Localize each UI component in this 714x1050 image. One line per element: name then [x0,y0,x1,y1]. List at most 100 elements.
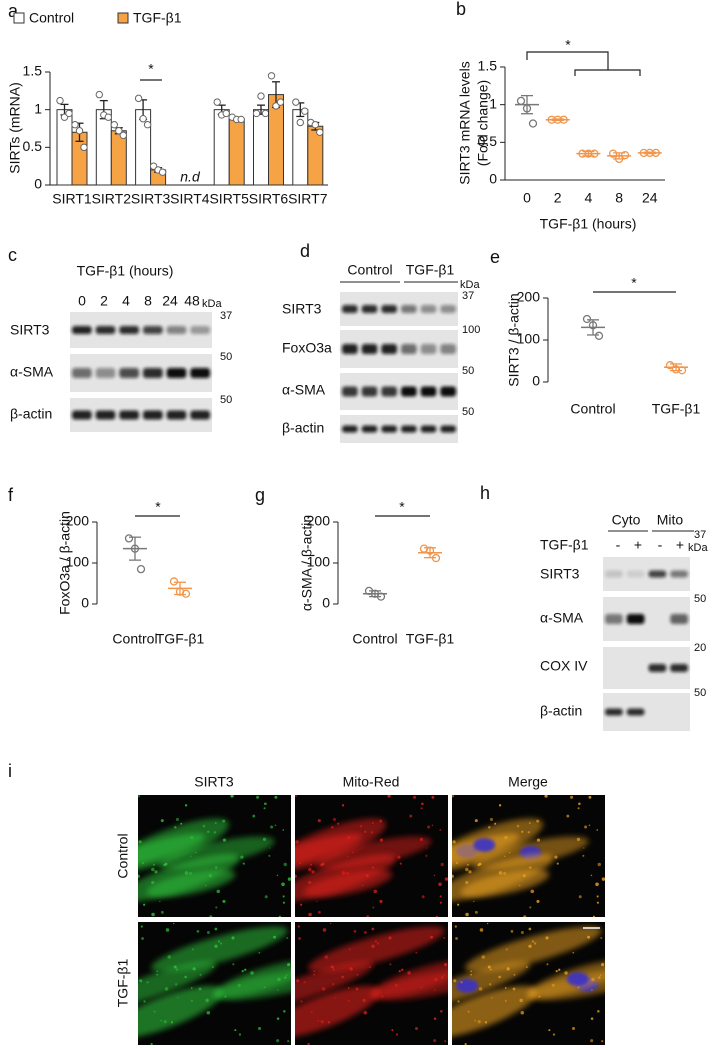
speckle [435,915,439,917]
blot-band [401,425,417,433]
speckle [331,983,335,986]
panel-letter: i [8,761,12,781]
blot-band [440,305,456,313]
speckle [546,963,549,966]
speckle [175,817,180,822]
speckle [332,817,337,822]
blot-band [342,344,358,354]
speckle [341,804,345,807]
speckle [597,1009,600,1013]
legend-label: TGF-β1 [133,10,182,26]
y-tick-label: 1 [34,100,42,116]
marker-label: 37 [220,310,232,322]
speckle [600,936,603,940]
row-label: α-SMA [10,364,54,380]
y-tick-label: 0 [34,176,42,192]
row-label: α-SMA [282,382,326,398]
speckle [434,989,436,991]
speckle [151,912,155,917]
data-point [130,544,140,553]
speckle [355,987,359,991]
bar [95,109,112,186]
speckle [205,884,207,887]
row-label: COX IV [540,658,588,674]
blot-band [420,425,437,433]
speckle [536,838,541,842]
annotation: n.d [180,169,201,185]
micrograph-signal [452,922,605,1045]
speckle [362,884,364,887]
data-point [553,115,562,124]
speckle [421,895,425,899]
row-label: TGF-β1 [115,959,131,1008]
data-point [578,149,587,158]
speckle [206,931,210,935]
speckle [277,989,279,991]
speckle [444,1040,447,1043]
cell [464,926,602,972]
speckle [479,928,484,932]
blot-band [440,425,456,433]
speckle [287,1040,290,1043]
group-label: TGF-β1 [406,262,455,278]
data-point [516,96,526,106]
data-point [75,127,84,135]
speckle [439,895,442,898]
speckle [282,829,285,831]
blot-band [342,386,358,397]
speckle [309,863,313,866]
speckle [433,1039,437,1043]
speckle [341,871,346,875]
annotation: * [148,61,154,77]
speckle [263,986,266,989]
blot-band [381,305,397,313]
speckle [353,930,357,933]
speckle [512,987,516,991]
marker-label: 50 [694,593,706,605]
speckle [244,968,247,971]
speckle [242,862,245,865]
speckle [466,863,470,866]
speckle [460,981,463,984]
speckle [276,874,279,877]
speckle [538,995,541,998]
speckle [191,948,194,951]
blot-band [72,326,92,334]
blot-band [342,305,358,313]
x-axis-label: TGF-β1 (hours) [540,216,637,232]
data-point [119,131,128,139]
data-point [651,148,660,158]
speckle [494,822,497,825]
speckle [307,1043,310,1045]
y-axis-label: SIRTs (mRNA) [7,82,23,174]
speckle [224,995,227,998]
x-tick-label: SIRT5 [209,191,249,207]
blot-band [190,326,210,334]
speckle [431,824,434,827]
data-point [588,321,598,330]
y-tick-label: 100 [517,331,541,347]
speckle [317,910,321,914]
speckle [464,1043,467,1045]
blot-band [119,368,139,378]
x-tick-label: SIRT3 [131,191,171,207]
speckle [363,1011,368,1015]
y-tick-label: 0.5 [23,138,43,154]
speckle [474,819,478,823]
blot-strip [340,330,458,368]
speckle [520,931,524,935]
speckle [215,822,217,824]
speckle [299,862,302,864]
y-axis-label: FoxO3a / β-actin [57,511,73,615]
speckle [196,930,200,933]
speckle [371,866,375,869]
speckle [503,871,507,875]
speckle [481,955,486,959]
blot-strip [70,354,212,392]
data-point [139,115,147,123]
row-label: β-actin [282,420,324,436]
speckle [457,903,460,906]
speckle [230,795,234,798]
speckle [506,967,510,971]
lane-label: 4 [122,293,130,309]
